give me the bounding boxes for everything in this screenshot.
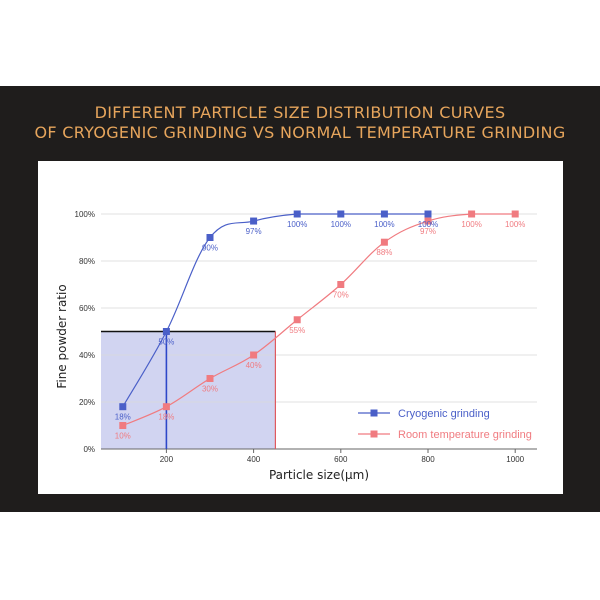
data-point xyxy=(250,351,258,359)
data-label: 70% xyxy=(333,291,349,300)
data-label: 100% xyxy=(418,220,438,229)
data-label: 100% xyxy=(374,220,394,229)
legend-marker xyxy=(370,409,378,417)
data-label: 100% xyxy=(287,220,307,229)
legend-label: Room temperature grinding xyxy=(398,429,532,441)
x-tick-label: 1000 xyxy=(506,455,524,464)
series-group xyxy=(119,210,519,429)
x-tick-label: 400 xyxy=(247,455,261,464)
data-point xyxy=(424,217,432,225)
data-point xyxy=(162,328,170,335)
reference-lines-group xyxy=(101,330,276,449)
legend-marker xyxy=(370,430,378,438)
y-tick-label: 20% xyxy=(79,398,95,407)
data-point xyxy=(380,238,388,246)
legend-label: Cryogenic grinding xyxy=(398,408,490,420)
series-line-room-temperature xyxy=(122,213,516,427)
legend: Cryogenic grinding Room temperature grind… xyxy=(358,408,532,441)
data-label: 88% xyxy=(376,248,392,257)
x-tick-label: 600 xyxy=(334,455,348,464)
data-point xyxy=(119,403,127,411)
data-point xyxy=(511,210,519,218)
data-point xyxy=(424,210,432,218)
chart-panel: 0% 20% 40% 60% 80% 100% 200 400 600 800 1000 18% 50… xyxy=(38,161,563,494)
y-tick-label: 40% xyxy=(79,351,95,360)
highlight-region-group xyxy=(101,331,276,449)
data-labels-group: 18%50%90%97%100% 100% 100% 100%10%18%30%40%… xyxy=(115,220,526,441)
data-point xyxy=(162,403,170,411)
data-point xyxy=(380,210,388,218)
x-axis-title: Particle size(μm) xyxy=(269,468,369,482)
y-axis-title: Fine powder ratio xyxy=(55,284,69,388)
chart-title-line-2: OF CRYOGENIC GRINDING VS NORMAL TEMPERAT… xyxy=(34,123,566,142)
data-point xyxy=(293,316,301,324)
data-label: 90% xyxy=(202,244,218,253)
data-label: 18% xyxy=(158,413,174,422)
y-tick-label: 80% xyxy=(79,257,95,266)
data-label: 50% xyxy=(158,338,174,347)
y-tick-label: 0% xyxy=(83,445,95,454)
data-label: 100% xyxy=(505,220,525,229)
data-point xyxy=(119,422,127,429)
data-point xyxy=(206,375,214,382)
data-label: 97% xyxy=(420,227,436,236)
data-label: 10% xyxy=(115,432,131,441)
data-point xyxy=(337,210,345,218)
highlight-region xyxy=(101,331,276,449)
data-label: 100% xyxy=(331,220,351,229)
data-point xyxy=(468,210,476,218)
data-point xyxy=(206,234,214,241)
axes-group: 0% 20% 40% 60% 80% 100% 200 400 600 800 1000 xyxy=(75,210,537,464)
x-tick-label: 200 xyxy=(160,455,174,464)
chart-title-line-1: DIFFERENT PARTICLE SIZE DISTRIBUTION CUR… xyxy=(94,103,506,122)
data-point xyxy=(293,210,301,218)
data-label: 18% xyxy=(115,413,131,422)
data-label: 40% xyxy=(246,361,262,370)
x-tick-label: 800 xyxy=(421,455,435,464)
particle-size-chart: 0% 20% 40% 60% 80% 100% 200 400 600 800 1000 18% 50… xyxy=(55,210,537,482)
y-tick-label: 60% xyxy=(79,304,95,313)
data-label: 55% xyxy=(289,326,305,335)
data-label: 97% xyxy=(246,227,262,236)
data-point xyxy=(337,281,345,288)
data-label: 30% xyxy=(202,385,218,394)
y-tick-label: 100% xyxy=(75,210,95,219)
data-point xyxy=(250,217,258,225)
data-label: 100% xyxy=(461,220,481,229)
